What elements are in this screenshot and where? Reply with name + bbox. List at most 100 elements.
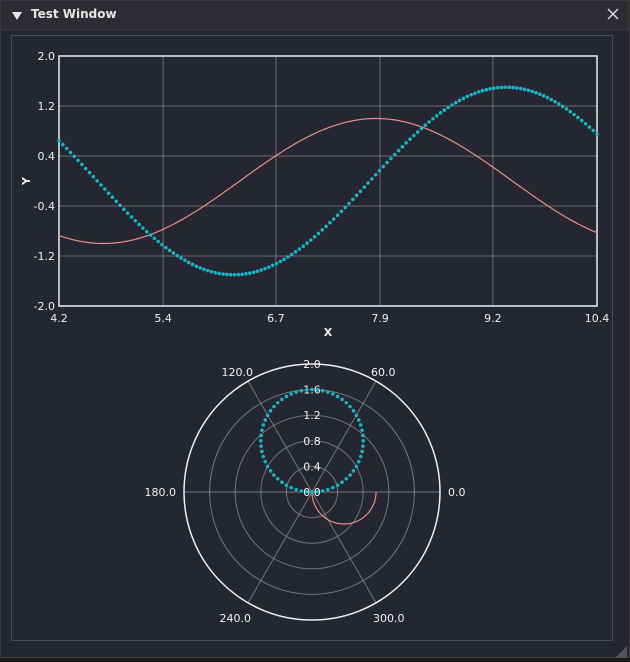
- polar-series-point: [289, 485, 293, 490]
- series-point: [434, 113, 439, 118]
- polar-frame: [183, 363, 441, 621]
- series-point: [251, 270, 256, 275]
- angle-tick-label: 0.0: [448, 486, 466, 499]
- series-point: [144, 229, 149, 234]
- x-tick-label: 7.9: [371, 312, 389, 325]
- x-tick-label: 10.4: [585, 312, 610, 325]
- series-point: [152, 236, 157, 241]
- polar-series-point: [335, 394, 340, 399]
- series-point: [549, 97, 554, 102]
- collapse-triangle-icon[interactable]: [12, 12, 22, 20]
- polar-series-point: [320, 489, 325, 493]
- series-point: [400, 144, 405, 149]
- series-point: [190, 262, 195, 267]
- series-point: [484, 87, 489, 92]
- series-point: [267, 265, 271, 269]
- series-point: [576, 115, 580, 120]
- series-point: [415, 130, 420, 134]
- window-titlebar[interactable]: Test Window: [1, 1, 629, 30]
- series-point: [118, 203, 122, 208]
- polar-series-point: [361, 444, 365, 448]
- series-point: [495, 85, 500, 90]
- polar-series-point: [356, 418, 361, 422]
- series-point: [404, 141, 409, 145]
- polar-series-point: [344, 477, 349, 481]
- series-point: [553, 99, 557, 104]
- series-point: [412, 133, 416, 138]
- polar-series-point: [280, 397, 284, 402]
- series-point: [560, 104, 565, 109]
- series-point: [503, 85, 508, 90]
- polar-series-point: [361, 433, 365, 438]
- series-point: [102, 187, 107, 191]
- series-point: [125, 211, 130, 215]
- y-axis-label: Y: [20, 176, 33, 186]
- x-axis-label: X: [324, 326, 333, 339]
- series-point: [114, 199, 119, 204]
- polar-series-point: [360, 428, 364, 432]
- series-point: [164, 245, 168, 250]
- series-point: [106, 191, 111, 195]
- series-point: [171, 251, 176, 255]
- polar-series-point: [360, 449, 364, 454]
- polar-series-point: [348, 404, 352, 409]
- series-point: [148, 233, 153, 237]
- polar-series-point: [280, 480, 284, 485]
- series-point: [312, 234, 317, 239]
- y-tick-label: -0.4: [34, 200, 55, 213]
- series-point: [297, 247, 302, 251]
- series-point: [431, 116, 435, 121]
- series-point: [480, 88, 485, 93]
- polar-series-point: [260, 449, 264, 454]
- series-point: [255, 269, 260, 274]
- series-point: [213, 270, 218, 275]
- y-tick-label: -1.2: [34, 250, 55, 263]
- series-point: [564, 107, 569, 111]
- series-point: [179, 256, 183, 260]
- series-point: [377, 168, 382, 173]
- series-point: [454, 100, 458, 105]
- series-point: [587, 125, 592, 129]
- series-point: [492, 86, 496, 90]
- series-point: [186, 260, 191, 265]
- series-point: [465, 94, 470, 99]
- series-point: [167, 248, 172, 253]
- angle-tick-label: 300.0: [373, 612, 405, 625]
- series-point: [91, 174, 96, 179]
- series-point: [545, 95, 550, 100]
- series-point: [370, 177, 374, 181]
- series-point: [263, 266, 267, 271]
- angle-tick-label: 60.0: [371, 366, 396, 379]
- resize-grip-icon[interactable]: [615, 643, 627, 658]
- close-icon[interactable]: [605, 6, 621, 22]
- series-point: [83, 166, 88, 171]
- polar-series-point: [344, 400, 349, 405]
- polar-series-point: [263, 459, 268, 464]
- series-point: [133, 218, 138, 223]
- series-point: [110, 195, 115, 200]
- series-point: [305, 241, 309, 245]
- series-point: [194, 264, 199, 269]
- polar-series-point: [284, 394, 289, 399]
- series-point: [198, 266, 202, 270]
- charts-canvas[interactable]: 4.2 5.4 6.7 7.9 9.2 10.4 -2.0 -1.2 -0.4 0.4 1.2 2.0…: [12, 36, 612, 640]
- series-point: [572, 112, 576, 117]
- series-point: [427, 120, 431, 124]
- polar-series-point: [265, 464, 270, 469]
- y-tick-label: 0.4: [38, 150, 56, 163]
- series-point: [358, 189, 363, 194]
- polar-series-point: [268, 469, 273, 473]
- polar-series-point: [320, 388, 325, 393]
- series-point: [396, 148, 401, 153]
- series-point: [381, 164, 386, 169]
- polar-series-point: [259, 439, 263, 443]
- series-point: [259, 268, 264, 272]
- series-point: [309, 238, 313, 242]
- series-point: [438, 111, 443, 115]
- polar-series-point: [354, 464, 359, 469]
- series-point: [122, 207, 126, 212]
- angle-tick-label: 240.0: [220, 612, 252, 625]
- series-point: [446, 105, 450, 110]
- series-point: [408, 137, 412, 141]
